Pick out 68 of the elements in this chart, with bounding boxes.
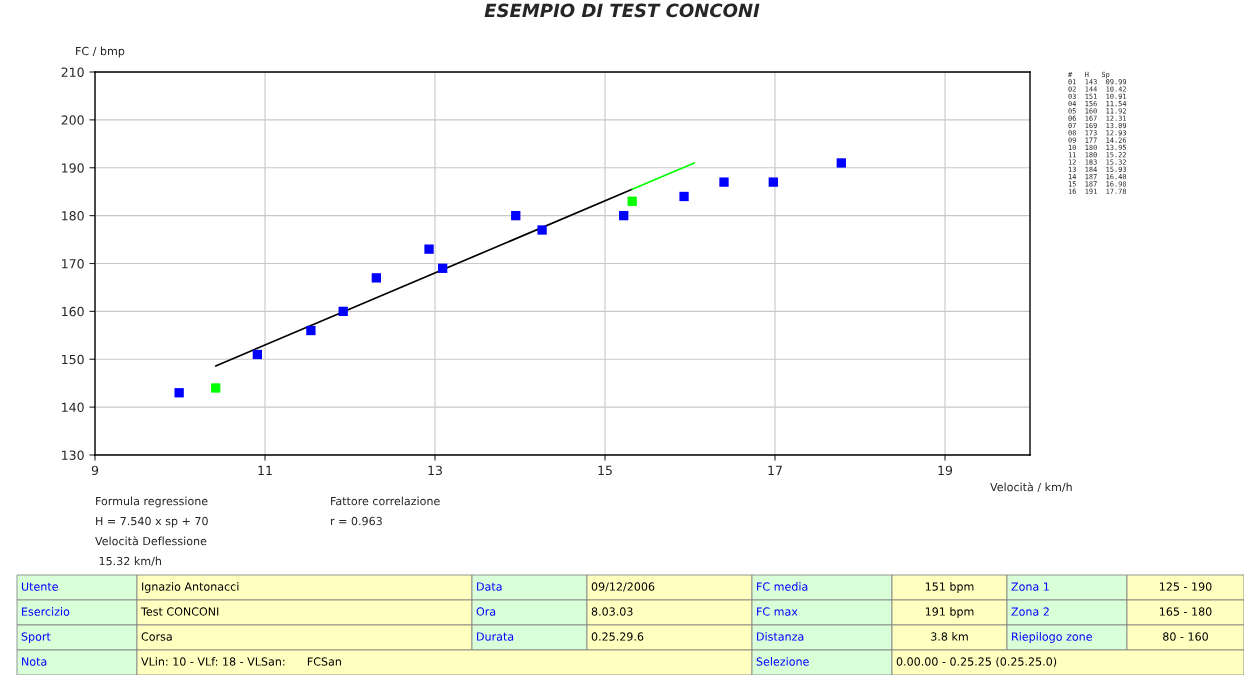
x-tick-label: 11 (258, 465, 272, 475)
text: Data (477, 582, 502, 591)
text: 125 - 190 (1159, 582, 1212, 591)
point (371, 273, 382, 283)
point (511, 210, 521, 221)
text: Riepilogo zone (1012, 632, 1092, 643)
text: Ora (476, 607, 496, 616)
x-tick-label: 19 (938, 465, 953, 476)
text: Sport (21, 632, 51, 643)
point (252, 349, 263, 360)
point (424, 244, 434, 254)
point (768, 177, 778, 187)
point (211, 383, 221, 393)
text: H = 7.540 x sp + 70 (96, 516, 208, 528)
point (306, 325, 316, 336)
x-tick-label: 13 (428, 465, 442, 476)
y-tick-label: 130 (62, 450, 84, 460)
y-tick-label: 170 (62, 258, 84, 269)
text: 3.8 km (931, 632, 968, 641)
text: FC max (757, 607, 798, 616)
point (719, 177, 729, 187)
text: Esercizio (22, 607, 70, 616)
text: Zona 1 (1011, 582, 1049, 591)
x-axis-title: Velocità / km/h (990, 482, 1072, 493)
text: 15.32 km/h (99, 556, 161, 567)
text: 09/12/2006 (591, 582, 655, 592)
text: 0.00.00 - 0.25.25 (0.25.25.0) (896, 657, 1057, 668)
y-tick-label: 180 (62, 211, 84, 221)
text: Selezione (756, 657, 809, 666)
text: r = 0.963 (331, 516, 382, 526)
text: 0.25.29.6 (591, 632, 644, 641)
text: Corsa (141, 632, 172, 641)
x-tick-label: 9 (91, 465, 99, 476)
text: Nota (22, 657, 47, 666)
text: 165 - 180 (1159, 607, 1212, 616)
y-tick-label: 200 (61, 115, 84, 125)
text: Durata (477, 632, 514, 641)
text: 80 - 160 (1163, 632, 1208, 641)
point (627, 196, 637, 206)
text: FC media (757, 582, 808, 591)
text: Ignazio Antonacci (142, 582, 239, 593)
text: 8.03.03 (591, 607, 633, 616)
y-tick-label: 210 (61, 67, 84, 77)
y-tick-label: 140 (62, 402, 84, 413)
y-tick-label: 150 (62, 354, 84, 365)
x-tick-label: 15 (598, 465, 612, 476)
y-tick-label: 160 (62, 306, 84, 317)
point (437, 263, 448, 273)
text: Test CONCONI (140, 607, 219, 616)
text: Formula regressione (96, 496, 208, 508)
text: Velocità Deflessione (95, 536, 207, 546)
point (679, 191, 689, 202)
x-tick-label: 17 (768, 465, 782, 475)
text: Distanza (757, 632, 804, 641)
text: Zona 2 (1011, 607, 1049, 616)
chart-title: ESEMPIO DI TEST CONCONI (484, 3, 760, 18)
text: VLin: 10 - VLf: 18 - VLSan: FCSan (141, 657, 341, 666)
point (174, 388, 184, 398)
y-axis-title: FC / bmp (76, 46, 125, 58)
point (537, 225, 547, 235)
text: 151 bpm (925, 582, 974, 593)
point (836, 158, 846, 168)
text: 191 bpm (925, 607, 974, 618)
point (338, 306, 348, 317)
text: Fattore correlazione (331, 496, 440, 506)
y-tick-label: 190 (62, 163, 84, 173)
text: Utente (21, 582, 58, 591)
point (619, 210, 629, 221)
